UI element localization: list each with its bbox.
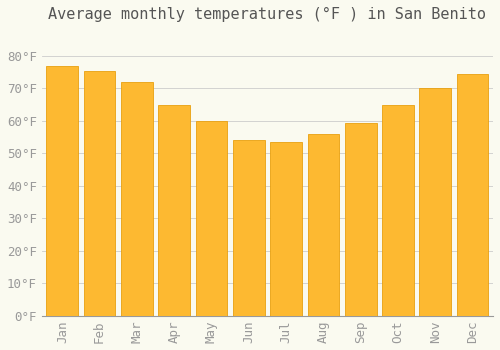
Bar [84,71,116,316]
Bar [233,140,264,316]
Bar [270,142,302,316]
Title: Average monthly temperatures (°F ) in San Benito: Average monthly temperatures (°F ) in Sa… [48,7,486,22]
Bar [382,105,414,316]
Bar [121,82,153,316]
Bar [308,134,339,316]
Bar [456,74,488,316]
Bar [158,105,190,316]
Bar [420,89,451,316]
Bar [196,121,228,316]
Bar [46,66,78,316]
Bar [345,122,376,316]
